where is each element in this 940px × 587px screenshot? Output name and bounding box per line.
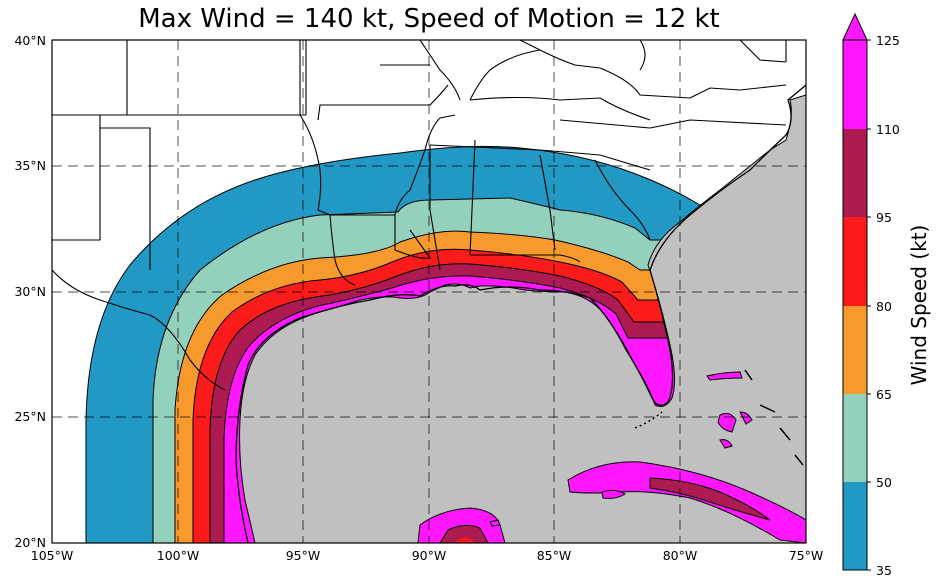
yucatan-core — [455, 537, 475, 543]
colorbar-bin-35-50 — [843, 482, 867, 570]
lon-label: 105°W — [31, 548, 73, 563]
colorbar-frame — [842, 39, 868, 571]
colorbar-tick-label: 65 — [876, 387, 892, 402]
florida-keys — [634, 411, 663, 429]
lon-label: 100°W — [157, 548, 199, 563]
lat-label: 35°N — [14, 158, 46, 173]
map-plot-area — [52, 40, 806, 543]
jamaica — [601, 489, 626, 499]
map-title: Max Wind = 140 kt, Speed of Motion = 12 … — [138, 4, 720, 34]
bahamas-islands — [706, 371, 753, 449]
map-frame — [51, 39, 807, 544]
bahamas-outline — [744, 369, 804, 466]
colorbar-tick-label: 50 — [876, 475, 892, 490]
colorbar-bin-95-110 — [843, 129, 867, 217]
colorbar-tick-label: 80 — [876, 299, 892, 314]
colorbar-bin-110-125 — [843, 40, 867, 129]
state-borders — [52, 40, 787, 391]
lon-label: 95°W — [286, 548, 321, 563]
lon-label: 90°W — [412, 548, 447, 563]
colorbar-tick-label: 95 — [876, 210, 892, 225]
atlantic-coastline — [689, 84, 806, 216]
yucatan-wind-band-inner — [439, 524, 489, 543]
gulf-coastline — [235, 214, 691, 543]
colorbar-tick-label: 125 — [876, 33, 900, 48]
map-gridlines — [52, 40, 806, 543]
lon-label: 85°W — [537, 548, 572, 563]
lat-label: 25°N — [14, 409, 46, 424]
cuba-wind-band-inner — [649, 477, 771, 521]
lon-label: 80°W — [663, 548, 698, 563]
colorbar-bin-80-95 — [843, 217, 867, 306]
colorbar-extend-arrow — [842, 12, 868, 41]
colorbar: 35 50 65 80 95 110 125 Wind Speed (kt) — [842, 12, 931, 578]
lat-label: 30°N — [14, 284, 46, 299]
colorbar-bin-65-80 — [843, 306, 867, 394]
latitude-labels: 20°N 25°N 30°N 35°N 40°N — [14, 33, 46, 550]
colorbar-ticks — [867, 39, 871, 571]
lon-label: 75°W — [789, 548, 824, 563]
colorbar-bin-50-65 — [843, 394, 867, 482]
colorbar-tick-label: 35 — [876, 563, 892, 578]
colorbar-tick-label: 110 — [876, 122, 900, 137]
cayman-islands — [489, 519, 501, 527]
lat-label: 40°N — [14, 33, 46, 48]
colorbar-label: Wind Speed (kt) — [907, 225, 931, 386]
longitude-labels: 105°W 100°W 95°W 90°W 85°W 80°W 75°W — [31, 548, 823, 563]
lat-label: 20°N — [14, 535, 46, 550]
